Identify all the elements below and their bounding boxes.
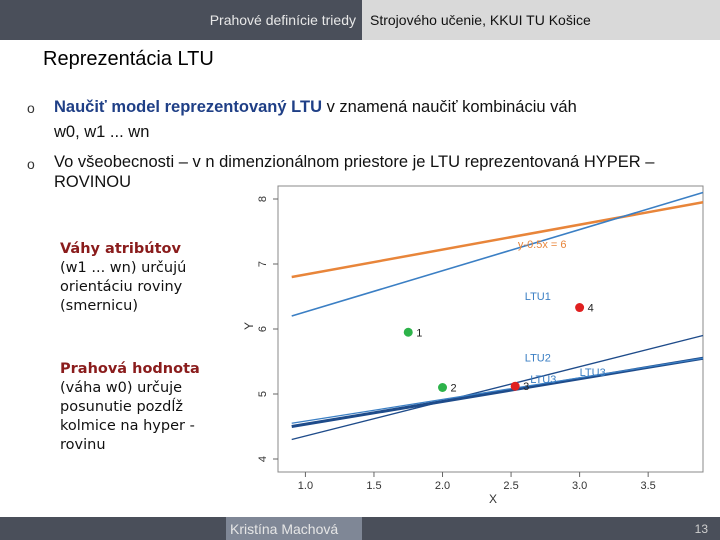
y-tick-label-6: 6 (257, 326, 269, 332)
x-tick-label-3.0: 3.0 (572, 480, 587, 492)
line-labels-layer: y-0.5x = 6 LTU1 LTU2 LTU3 LTU3 (518, 239, 606, 386)
header-right-text: Strojového učenie, KKUI TU Košice (370, 12, 591, 28)
series-line-0 (291, 201, 704, 279)
bullet-1-bold: Naučiť model reprezentovaný LTU (54, 98, 322, 116)
y-tick-label-4: 4 (257, 456, 269, 462)
y-tick-label-8: 8 (257, 196, 269, 202)
header-left-text: Prahové definície triedy (209, 12, 356, 28)
threshold-line-2: (váha w0) určuje (60, 380, 183, 396)
weights-line-2: (w1 ... wn) určujú (60, 260, 187, 276)
x-axis: 1.0 1.5 2.0 2.5 3.0 3.5 (298, 472, 656, 492)
data-point-1 (403, 327, 413, 337)
x-tick-label-2.5: 2.5 (503, 480, 518, 492)
line-label-4: LTU3 (580, 367, 606, 379)
series-line-1 (291, 191, 704, 317)
point-label-1: 1 (416, 327, 422, 339)
y-axis-label: Y (242, 322, 256, 330)
data-point-3 (510, 381, 520, 391)
line-label-0: y-0.5x = 6 (518, 239, 567, 251)
header-left: Prahové definície triedy (0, 0, 362, 40)
x-tick-label-1.5: 1.5 (366, 480, 381, 492)
x-tick-label-1.0: 1.0 (298, 480, 313, 492)
point-label-2: 2 (451, 383, 457, 395)
footer-left (0, 517, 226, 540)
y-axis: 4 5 6 7 8 (257, 196, 278, 462)
series-line-4 (291, 357, 704, 424)
x-axis-label: X (489, 492, 497, 506)
bullet-2: o Vo všeobecnosti – v n dimenzionálnom p… (27, 152, 704, 192)
bullet-2-text: Vo všeobecnosti – v n dimenzionálnom pri… (54, 153, 655, 191)
x-tick-label-2.0: 2.0 (435, 480, 450, 492)
bullet-1: o Naučiť model reprezentovaný LTU v znam… (27, 98, 704, 117)
footer-author-box: Kristína Machová (226, 517, 362, 540)
ltu-scatter-plot: y-0.5x = 6 LTU1 LTU2 LTU3 LTU3 1 2 3 4 1.0 1.5 2.… (242, 185, 704, 506)
weights-line-3: orientáciu roviny (60, 279, 183, 295)
bullet-1-rest: v znamená naučiť kombináciu váh (322, 98, 577, 116)
line-label-2: LTU2 (525, 353, 551, 365)
data-point-4 (575, 303, 585, 313)
line-label-1: LTU1 (525, 291, 551, 303)
bullet-marker: o (27, 156, 35, 172)
bullet-1-weights: w0, w1 ... wn (54, 123, 150, 141)
y-tick-label-7: 7 (257, 261, 269, 267)
threshold-line-3: posunutie pozdĺž (60, 399, 183, 415)
weights-note: Váhy atribútov (w1 ... wn) určujú orient… (60, 240, 186, 316)
weights-heading: Váhy atribútov (60, 241, 181, 257)
footer-bar: Kristína Machová 13 (0, 517, 720, 540)
plot-frame (277, 185, 704, 473)
point-label-4: 4 (588, 303, 594, 315)
line-label-3: LTU3 (530, 374, 556, 386)
threshold-line-5: rovinu (60, 437, 106, 453)
x-tick-label-3.5: 3.5 (641, 480, 656, 492)
header-bar: Prahové definície triedy Strojového učen… (0, 0, 720, 40)
threshold-note: Prahová hodnota (váha w0) určuje posunut… (60, 360, 200, 455)
threshold-line-4: kolmice na hyper - (60, 418, 195, 434)
bullet-marker: o (27, 100, 35, 116)
slide-title: Reprezentácia LTU (43, 48, 214, 70)
points-layer: 1 2 3 4 (403, 303, 594, 395)
lines-layer (291, 191, 704, 441)
threshold-heading: Prahová hodnota (60, 361, 200, 377)
point-label-3: 3 (523, 381, 529, 393)
y-tick-label-5: 5 (257, 391, 269, 397)
data-point-2 (438, 383, 448, 392)
footer-right: 13 (362, 517, 720, 540)
footer-author: Kristína Machová (230, 521, 339, 537)
series-line-2 (291, 334, 704, 441)
header-right: Strojového učenie, KKUI TU Košice (362, 0, 720, 40)
weights-line-4: (smernicu) (60, 298, 139, 314)
page-number: 13 (694, 522, 708, 536)
